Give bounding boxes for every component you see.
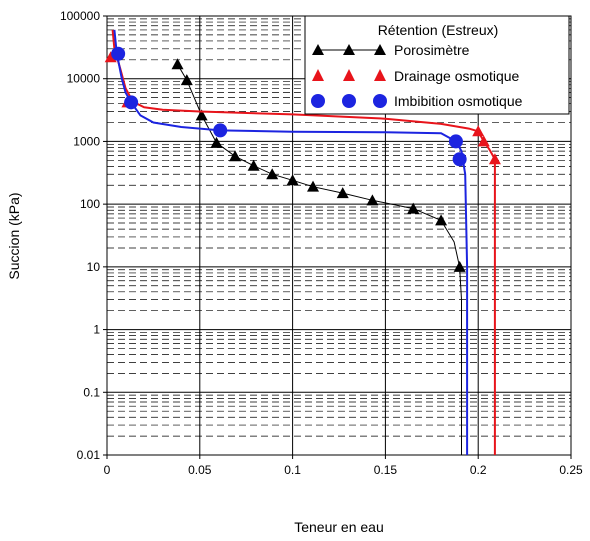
y-tick-label: 10 bbox=[87, 260, 101, 274]
x-axis-ticks: 0 0.05 0.1 0.15 0.2 0.25 bbox=[104, 455, 583, 477]
legend-marker-imbibition-3 bbox=[373, 94, 387, 108]
x-tick-label: 0.05 bbox=[188, 463, 212, 477]
legend-marker-porosimetre-2 bbox=[343, 44, 355, 55]
legend-label-drainage: Drainage osmotique bbox=[394, 68, 520, 84]
data-point bbox=[307, 180, 320, 192]
series-0 bbox=[171, 58, 466, 455]
y-tick-label: 0.01 bbox=[77, 448, 101, 462]
data-point bbox=[247, 159, 260, 171]
series-line bbox=[177, 64, 462, 455]
data-point bbox=[452, 152, 467, 167]
data-point bbox=[477, 135, 490, 147]
legend-marker-drainage-1 bbox=[312, 69, 324, 81]
y-tick-label: 100 bbox=[80, 197, 100, 211]
series-2 bbox=[111, 29, 469, 455]
y-tick-label: 0.1 bbox=[83, 385, 100, 399]
y-tick-label: 10000 bbox=[67, 72, 101, 86]
data-point bbox=[448, 134, 463, 149]
x-tick-label: 0.1 bbox=[284, 463, 301, 477]
series-layer bbox=[104, 29, 501, 455]
data-point bbox=[407, 202, 420, 214]
data-point bbox=[366, 194, 379, 206]
legend-marker-drainage-2 bbox=[343, 69, 355, 81]
x-tick-label: 0.25 bbox=[559, 463, 583, 477]
data-point bbox=[435, 214, 448, 226]
legend-entry-imbibition: Imbibition osmotique bbox=[311, 93, 523, 109]
data-point bbox=[266, 168, 279, 180]
data-point bbox=[336, 187, 349, 199]
data-point bbox=[229, 150, 242, 162]
y-tick-label: 1000 bbox=[73, 134, 100, 148]
data-point bbox=[286, 174, 299, 186]
legend-entry-porosimetre: Porosimètre bbox=[312, 42, 470, 58]
data-point bbox=[213, 123, 228, 138]
data-point bbox=[210, 136, 223, 148]
legend-title: Rétention (Estreux) bbox=[378, 22, 499, 38]
data-point bbox=[472, 125, 485, 137]
y-axis-ticks: 0.01 0.1 1 10 100 1000 10000 100000 bbox=[60, 9, 107, 462]
data-point bbox=[104, 51, 117, 63]
data-point bbox=[124, 95, 139, 110]
data-point bbox=[453, 260, 466, 272]
data-point bbox=[195, 109, 208, 121]
legend-label-porosimetre: Porosimètre bbox=[394, 42, 470, 58]
legend-marker-imbibition-1 bbox=[311, 94, 325, 108]
grid-lines bbox=[107, 16, 571, 455]
y-tick-label: 1 bbox=[93, 323, 100, 337]
legend-marker-porosimetre-1 bbox=[312, 44, 324, 55]
data-point bbox=[180, 74, 193, 86]
legend-label-imbibition: Imbibition osmotique bbox=[394, 93, 523, 109]
data-point bbox=[111, 46, 126, 61]
legend: Rétention (Estreux) Porosimètre Drainage… bbox=[304, 15, 570, 115]
legend-marker-porosimetre-3 bbox=[374, 44, 386, 55]
legend-entry-drainage: Drainage osmotique bbox=[312, 68, 520, 84]
x-tick-label: 0 bbox=[104, 463, 111, 477]
y-axis-title: Succion (kPa) bbox=[6, 192, 22, 279]
data-point bbox=[488, 153, 501, 165]
x-tick-label: 0.2 bbox=[470, 463, 487, 477]
legend-marker-drainage-3 bbox=[374, 69, 386, 81]
x-tick-label: 0.15 bbox=[374, 463, 398, 477]
series-line bbox=[111, 29, 496, 455]
x-axis-title: Teneur en eau bbox=[294, 519, 384, 535]
legend-marker-imbibition-2 bbox=[342, 94, 356, 108]
y-tick-label: 100000 bbox=[60, 9, 100, 23]
data-point bbox=[171, 58, 184, 70]
